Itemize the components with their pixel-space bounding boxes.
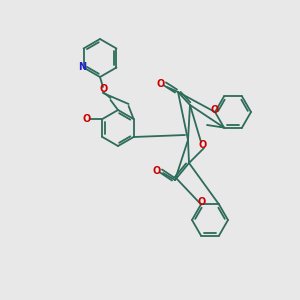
- Text: O: O: [157, 79, 165, 89]
- Text: O: O: [198, 197, 206, 207]
- Text: N: N: [79, 62, 87, 72]
- Text: O: O: [211, 105, 219, 115]
- Text: O: O: [153, 166, 161, 176]
- Text: O: O: [100, 84, 108, 94]
- Text: O: O: [82, 114, 91, 124]
- Text: O: O: [199, 140, 207, 150]
